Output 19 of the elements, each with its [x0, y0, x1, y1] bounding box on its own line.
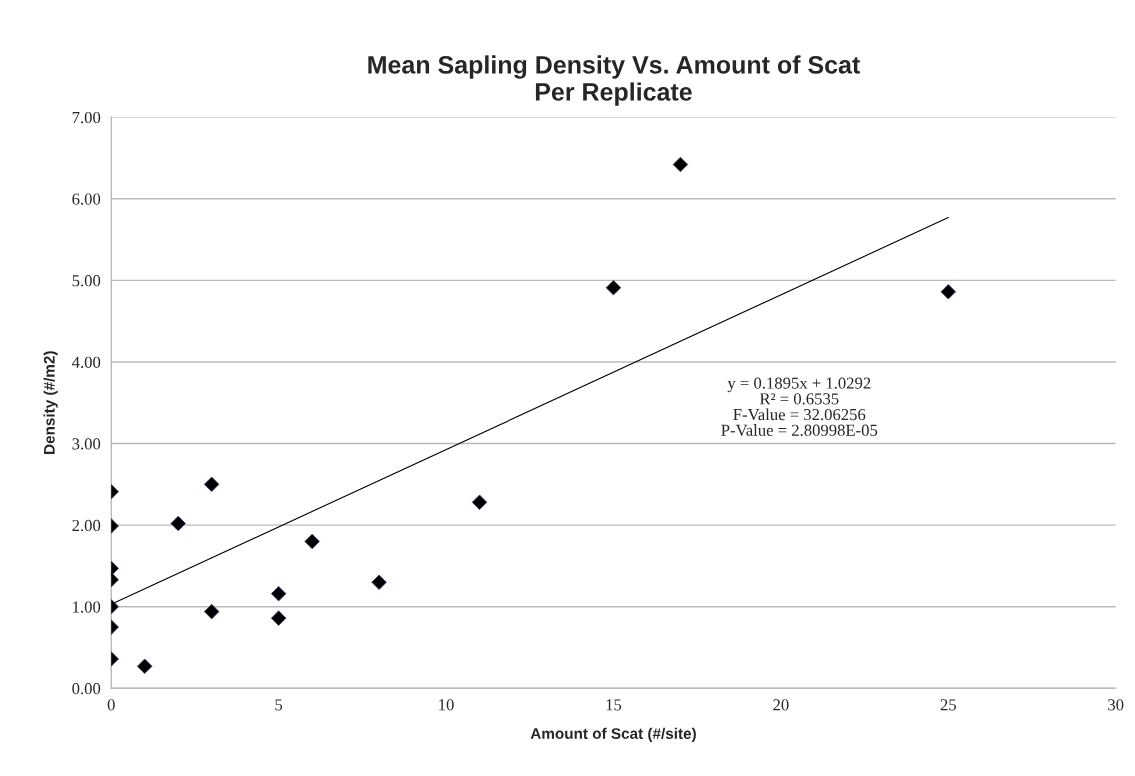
x-tick-label: 15: [606, 699, 622, 711]
y-tick-label: 4.00: [71, 356, 101, 368]
y-tick-label: 1.00: [73, 601, 101, 613]
y-tick-label: 3.00: [72, 438, 101, 450]
y-axis-title: Density (#/m2): [43, 351, 58, 454]
x-tick-label: 20: [773, 699, 789, 711]
chart-title: Mean Sapling Density Vs. Amount of Scat Per Replicate: [368, 55, 860, 106]
y-tick-label: 0.00: [72, 683, 101, 695]
annotation: y = 0.1895x + 1.0292 R² = 0.6535 F-Value = 32.06256 P-Value = 2.80998E-05: [721, 377, 878, 436]
x-tick-label: 10: [439, 699, 454, 711]
x-axis-title: Amount of Scat (#/site): [530, 727, 696, 742]
y-tick-label: 7.00: [72, 111, 101, 124]
x-tick-label: 0: [107, 699, 115, 711]
y-tick-label: 6.00: [72, 193, 101, 205]
x-tick-label: 5: [275, 699, 283, 711]
y-tick-label: 5.00: [72, 275, 101, 287]
y-tick-label: 2.00: [72, 519, 101, 532]
x-tick-label: 25: [940, 699, 956, 711]
x-tick-label: 30: [1108, 699, 1124, 711]
